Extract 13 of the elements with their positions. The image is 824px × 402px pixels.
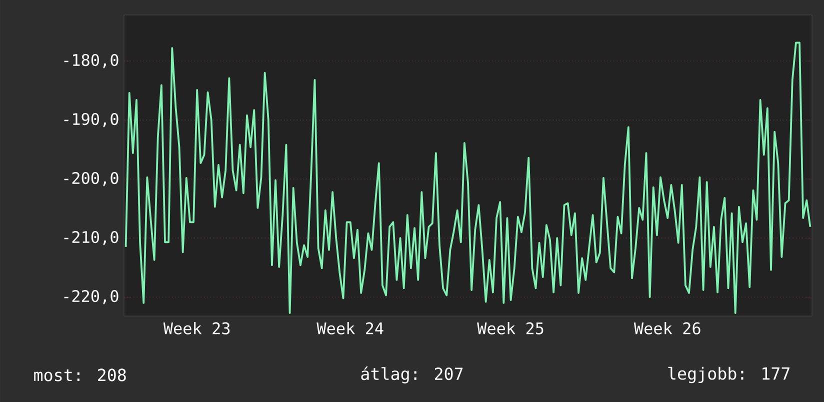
x-tick-label: Week 26 xyxy=(634,322,700,334)
x-tick-label: Week 25 xyxy=(477,322,544,334)
y-tick-label: -210,0 xyxy=(64,231,118,246)
text: átlag: 207 xyxy=(361,366,463,384)
y-tick-label: -200,0 xyxy=(64,172,118,186)
line-series xyxy=(124,42,812,314)
text: legjobb: 177 xyxy=(668,366,790,384)
x-tick-label: Week 24 xyxy=(316,322,384,334)
y-tick-label: -220,0 xyxy=(64,290,118,304)
y-tick-label: -190,0 xyxy=(64,112,118,128)
text: most: 208 xyxy=(34,368,126,382)
x-tick-label: Week 23 xyxy=(163,322,230,334)
y-tick-label: -180,0 xyxy=(64,54,118,68)
